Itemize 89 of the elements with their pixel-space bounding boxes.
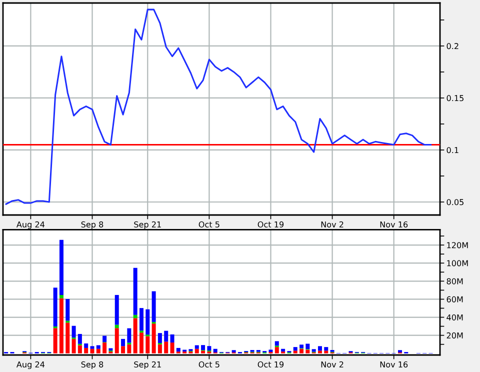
x-tick-label: Sep 21 — [134, 361, 161, 370]
x-tick-label: Nov 16 — [380, 361, 408, 368]
bar — [152, 291, 156, 322]
bar — [324, 347, 328, 351]
bar — [139, 332, 144, 354]
bar — [90, 348, 94, 354]
bar — [318, 350, 322, 354]
line-series — [5, 8, 432, 205]
bar — [127, 328, 132, 343]
x-tick-label: Nov 2 — [321, 361, 344, 368]
bar — [274, 341, 279, 346]
bar — [96, 345, 100, 349]
bar — [78, 345, 82, 354]
x-tick-label: Sep 21 — [134, 221, 161, 230]
bar — [281, 348, 286, 352]
bar — [114, 324, 119, 328]
x-tick-label: Oct 19 — [258, 361, 284, 368]
bar — [152, 324, 156, 354]
bar — [121, 346, 126, 354]
bar — [84, 343, 88, 348]
x-tick-label: Oct 5 — [198, 361, 220, 368]
bar — [194, 348, 199, 354]
bar — [139, 308, 144, 331]
y-tick-label: 100M — [447, 260, 468, 266]
bar — [102, 342, 107, 354]
bar — [59, 240, 64, 295]
bar — [127, 344, 132, 354]
bar — [164, 330, 168, 342]
y-tick-label: 0.2 — [446, 43, 458, 50]
bar — [293, 350, 298, 354]
x-tick-label: Sep 8 — [81, 361, 104, 370]
y-tick-label: 20M — [446, 332, 463, 338]
bar — [306, 344, 310, 350]
bar — [53, 288, 58, 326]
bar — [114, 328, 119, 354]
bar — [108, 348, 113, 351]
bar — [84, 348, 88, 354]
bar — [324, 350, 328, 354]
bar — [207, 346, 212, 351]
x-tick-label: Sep 8 — [81, 221, 104, 230]
bar — [72, 338, 76, 354]
bar — [201, 350, 206, 354]
bar — [133, 268, 138, 315]
bar — [114, 294, 119, 325]
bar — [53, 328, 58, 354]
x-tick-label: Aug 24 — [16, 361, 45, 370]
bar — [194, 345, 199, 349]
bar — [59, 294, 64, 298]
bar — [312, 349, 316, 352]
bar — [59, 298, 64, 354]
bar — [176, 348, 180, 352]
x-tick-label: Oct 5 — [198, 221, 220, 228]
y-tick-label: 80M — [446, 278, 463, 284]
bar — [300, 344, 304, 348]
bar — [213, 348, 218, 352]
bar — [158, 333, 162, 343]
bar — [66, 322, 70, 354]
x-tick-label: Nov 2 — [321, 221, 344, 228]
bar — [90, 346, 94, 349]
bar — [268, 350, 273, 352]
bar — [164, 342, 168, 354]
bar — [274, 347, 279, 354]
bar — [293, 347, 298, 351]
x-tick-label: Aug 24 — [16, 221, 45, 230]
bar — [102, 336, 107, 342]
bar — [170, 342, 174, 354]
y-tick-label: 0.15 — [446, 95, 464, 102]
bar — [78, 334, 82, 344]
bar — [133, 318, 138, 354]
bar — [201, 345, 206, 350]
x-tick-label: Oct 19 — [258, 221, 284, 228]
bar — [72, 326, 76, 338]
bar — [146, 336, 150, 354]
y-tick-label: 60M — [446, 296, 463, 302]
bar — [170, 334, 174, 343]
bar — [318, 346, 322, 351]
bar — [146, 309, 150, 335]
y-tick-label: 0.1 — [446, 147, 458, 154]
bar — [133, 314, 138, 318]
y-tick-label: 120M — [447, 242, 468, 248]
bar — [306, 350, 310, 354]
x-tick-label: Nov 16 — [380, 221, 408, 228]
y-tick-label: 40M — [446, 314, 463, 320]
bar — [66, 299, 70, 321]
bar — [158, 344, 162, 354]
y-tick-label: 0.05 — [446, 199, 464, 206]
bar — [300, 348, 304, 354]
bar — [121, 338, 126, 346]
bar — [96, 348, 100, 354]
